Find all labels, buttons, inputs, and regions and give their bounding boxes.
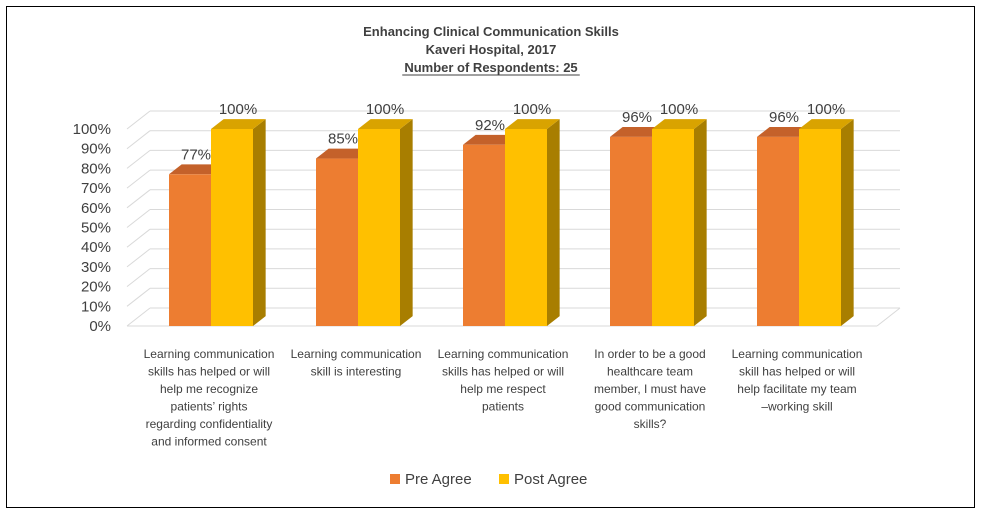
gridline-depth (126, 209, 151, 228)
bar-top (652, 119, 707, 129)
y-tick-label: 60% (81, 200, 111, 217)
gridline-depth (126, 189, 151, 209)
data-label: 100% (660, 101, 698, 118)
bar-side (400, 119, 413, 326)
bar-post-3 (505, 119, 560, 326)
legend-item-pre: Pre Agree (390, 471, 472, 488)
chart-title-line: Enhancing Clinical Communication Skills (363, 24, 619, 39)
legend-swatch (499, 474, 509, 484)
category-label: Learning communication skills has helped … (438, 347, 569, 414)
gridline-depth (126, 248, 151, 268)
legend-label: Pre Agree (405, 471, 472, 488)
gridline-depth (126, 150, 151, 169)
bar-side (841, 119, 854, 326)
bar-chart: Enhancing Clinical Communication Skills K… (73, 24, 901, 488)
bar-top (610, 126, 665, 137)
bar-front (463, 144, 505, 326)
bar-top (211, 119, 266, 129)
gridline-depth (126, 287, 151, 307)
data-label: 85% (328, 131, 358, 148)
category-label: Learning communication skills has helped … (144, 347, 275, 449)
bar-top (169, 164, 224, 175)
bar-front (799, 129, 841, 326)
chart-title-line: Number of Respondents: 25 (404, 60, 577, 75)
legend-label: Post Agree (514, 471, 587, 488)
bar-front (169, 174, 211, 326)
y-tick-label: 30% (81, 259, 111, 276)
bar-top (757, 126, 812, 137)
legend-item-post: Post Agree (499, 471, 587, 488)
bar-post-5 (799, 119, 854, 326)
category-labels: Learning communication skills has helped … (144, 347, 863, 449)
data-label: 100% (366, 101, 404, 118)
bar-top (358, 119, 413, 129)
bar-side (694, 119, 707, 326)
data-label: 100% (807, 101, 845, 118)
bar-front (316, 158, 358, 326)
y-tick-label: 40% (81, 239, 111, 256)
legend-swatch (390, 474, 400, 484)
bar-top (799, 119, 854, 129)
data-labels: 77% 100% 85% 100% 92% 100% 96% 100% 96% 100% (181, 101, 845, 163)
data-label: 96% (622, 109, 652, 126)
bar-post-1 (211, 119, 266, 326)
y-tick-label: 10% (81, 298, 111, 315)
bar-side (547, 119, 560, 326)
y-axis-ticks: 0% 10% 20% 30% 40% 50% 60% 70% 80% 90% 100% (73, 121, 111, 335)
chart-frame: Enhancing Clinical Communication Skills K… (6, 6, 975, 508)
data-label: 96% (769, 109, 799, 126)
y-tick-label: 70% (81, 180, 111, 197)
chart-title-line: Kaveri Hospital, 2017 (426, 42, 557, 57)
y-tick-label: 80% (81, 160, 111, 177)
gridline-depth (126, 268, 151, 287)
y-tick-label: 50% (81, 220, 111, 237)
legend: Pre Agree Post Agree (390, 471, 587, 488)
y-tick-label: 0% (89, 318, 111, 335)
bar-front (757, 136, 799, 326)
category-label: Learning communication skill is interesti… (291, 347, 422, 379)
y-tick-label: 20% (81, 279, 111, 296)
chart-title: Enhancing Clinical Communication Skills K… (363, 24, 619, 76)
gridline-depth (126, 307, 151, 327)
gridline-depth (126, 110, 151, 130)
bar-post-4 (652, 119, 707, 326)
category-label: Learning communication skill has helped o… (732, 347, 863, 414)
bar-post-2 (358, 119, 413, 326)
bar-top (463, 134, 518, 145)
y-tick-label: 100% (73, 121, 111, 138)
data-label: 100% (513, 101, 551, 118)
data-label: 100% (219, 101, 257, 118)
bar-top (505, 119, 560, 129)
bar-front (211, 129, 253, 326)
gridline-depth (126, 169, 151, 189)
data-label: 77% (181, 146, 211, 163)
bar-front (358, 129, 400, 326)
category-label: In order to be a good healthcare team memb… (594, 347, 706, 431)
y-tick-label: 90% (81, 141, 111, 158)
bars (169, 119, 854, 326)
data-label: 92% (475, 117, 505, 134)
bar-top (316, 148, 371, 159)
bar-front (652, 129, 694, 326)
bar-front (610, 136, 652, 326)
gridline-depth (126, 228, 151, 248)
gridline-depth (126, 130, 151, 150)
bar-front (505, 129, 547, 326)
floor-edge (876, 307, 901, 327)
bar-side (253, 119, 266, 326)
